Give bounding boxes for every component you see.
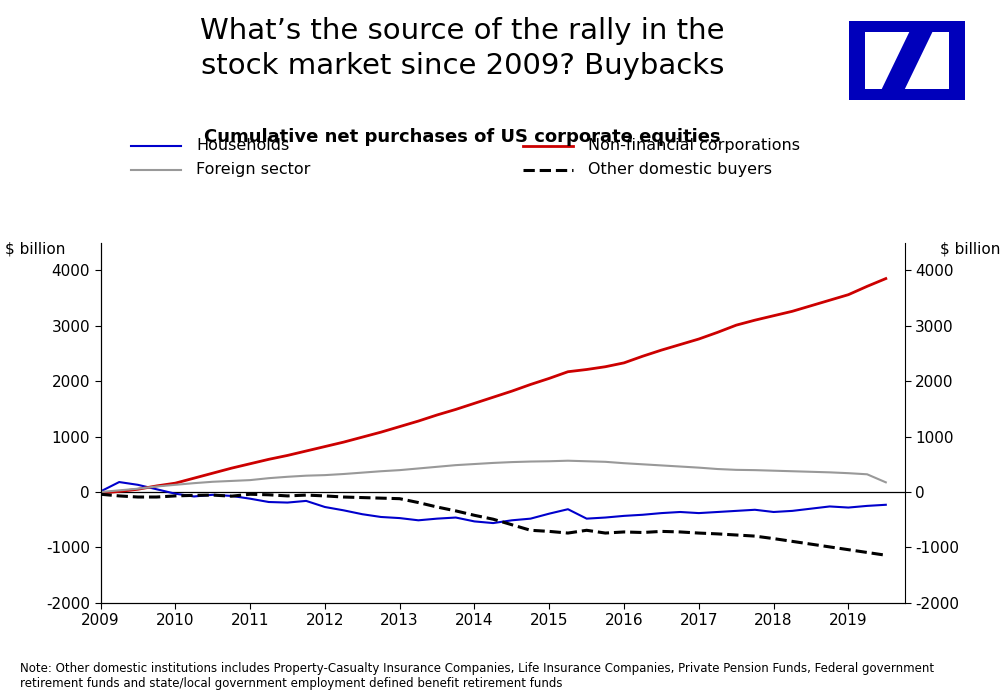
Text: $ billion: $ billion bbox=[940, 242, 1000, 257]
Text: Other domestic buyers: Other domestic buyers bbox=[588, 162, 772, 177]
Text: Cumulative net purchases of US corporate equities: Cumulative net purchases of US corporate… bbox=[204, 128, 721, 146]
Text: What’s the source of the rally in the
stock market since 2009? Buybacks: What’s the source of the rally in the st… bbox=[200, 17, 725, 80]
Text: Note: Other domestic institutions includes Property-Casualty Insurance Companies: Note: Other domestic institutions includ… bbox=[20, 662, 935, 690]
Polygon shape bbox=[881, 32, 933, 89]
Text: Non-financial corporations: Non-financial corporations bbox=[588, 138, 800, 153]
Text: $ billion: $ billion bbox=[5, 242, 65, 257]
Text: Foreign sector: Foreign sector bbox=[196, 162, 311, 177]
Text: Households: Households bbox=[196, 138, 289, 153]
Bar bbox=[865, 32, 949, 89]
